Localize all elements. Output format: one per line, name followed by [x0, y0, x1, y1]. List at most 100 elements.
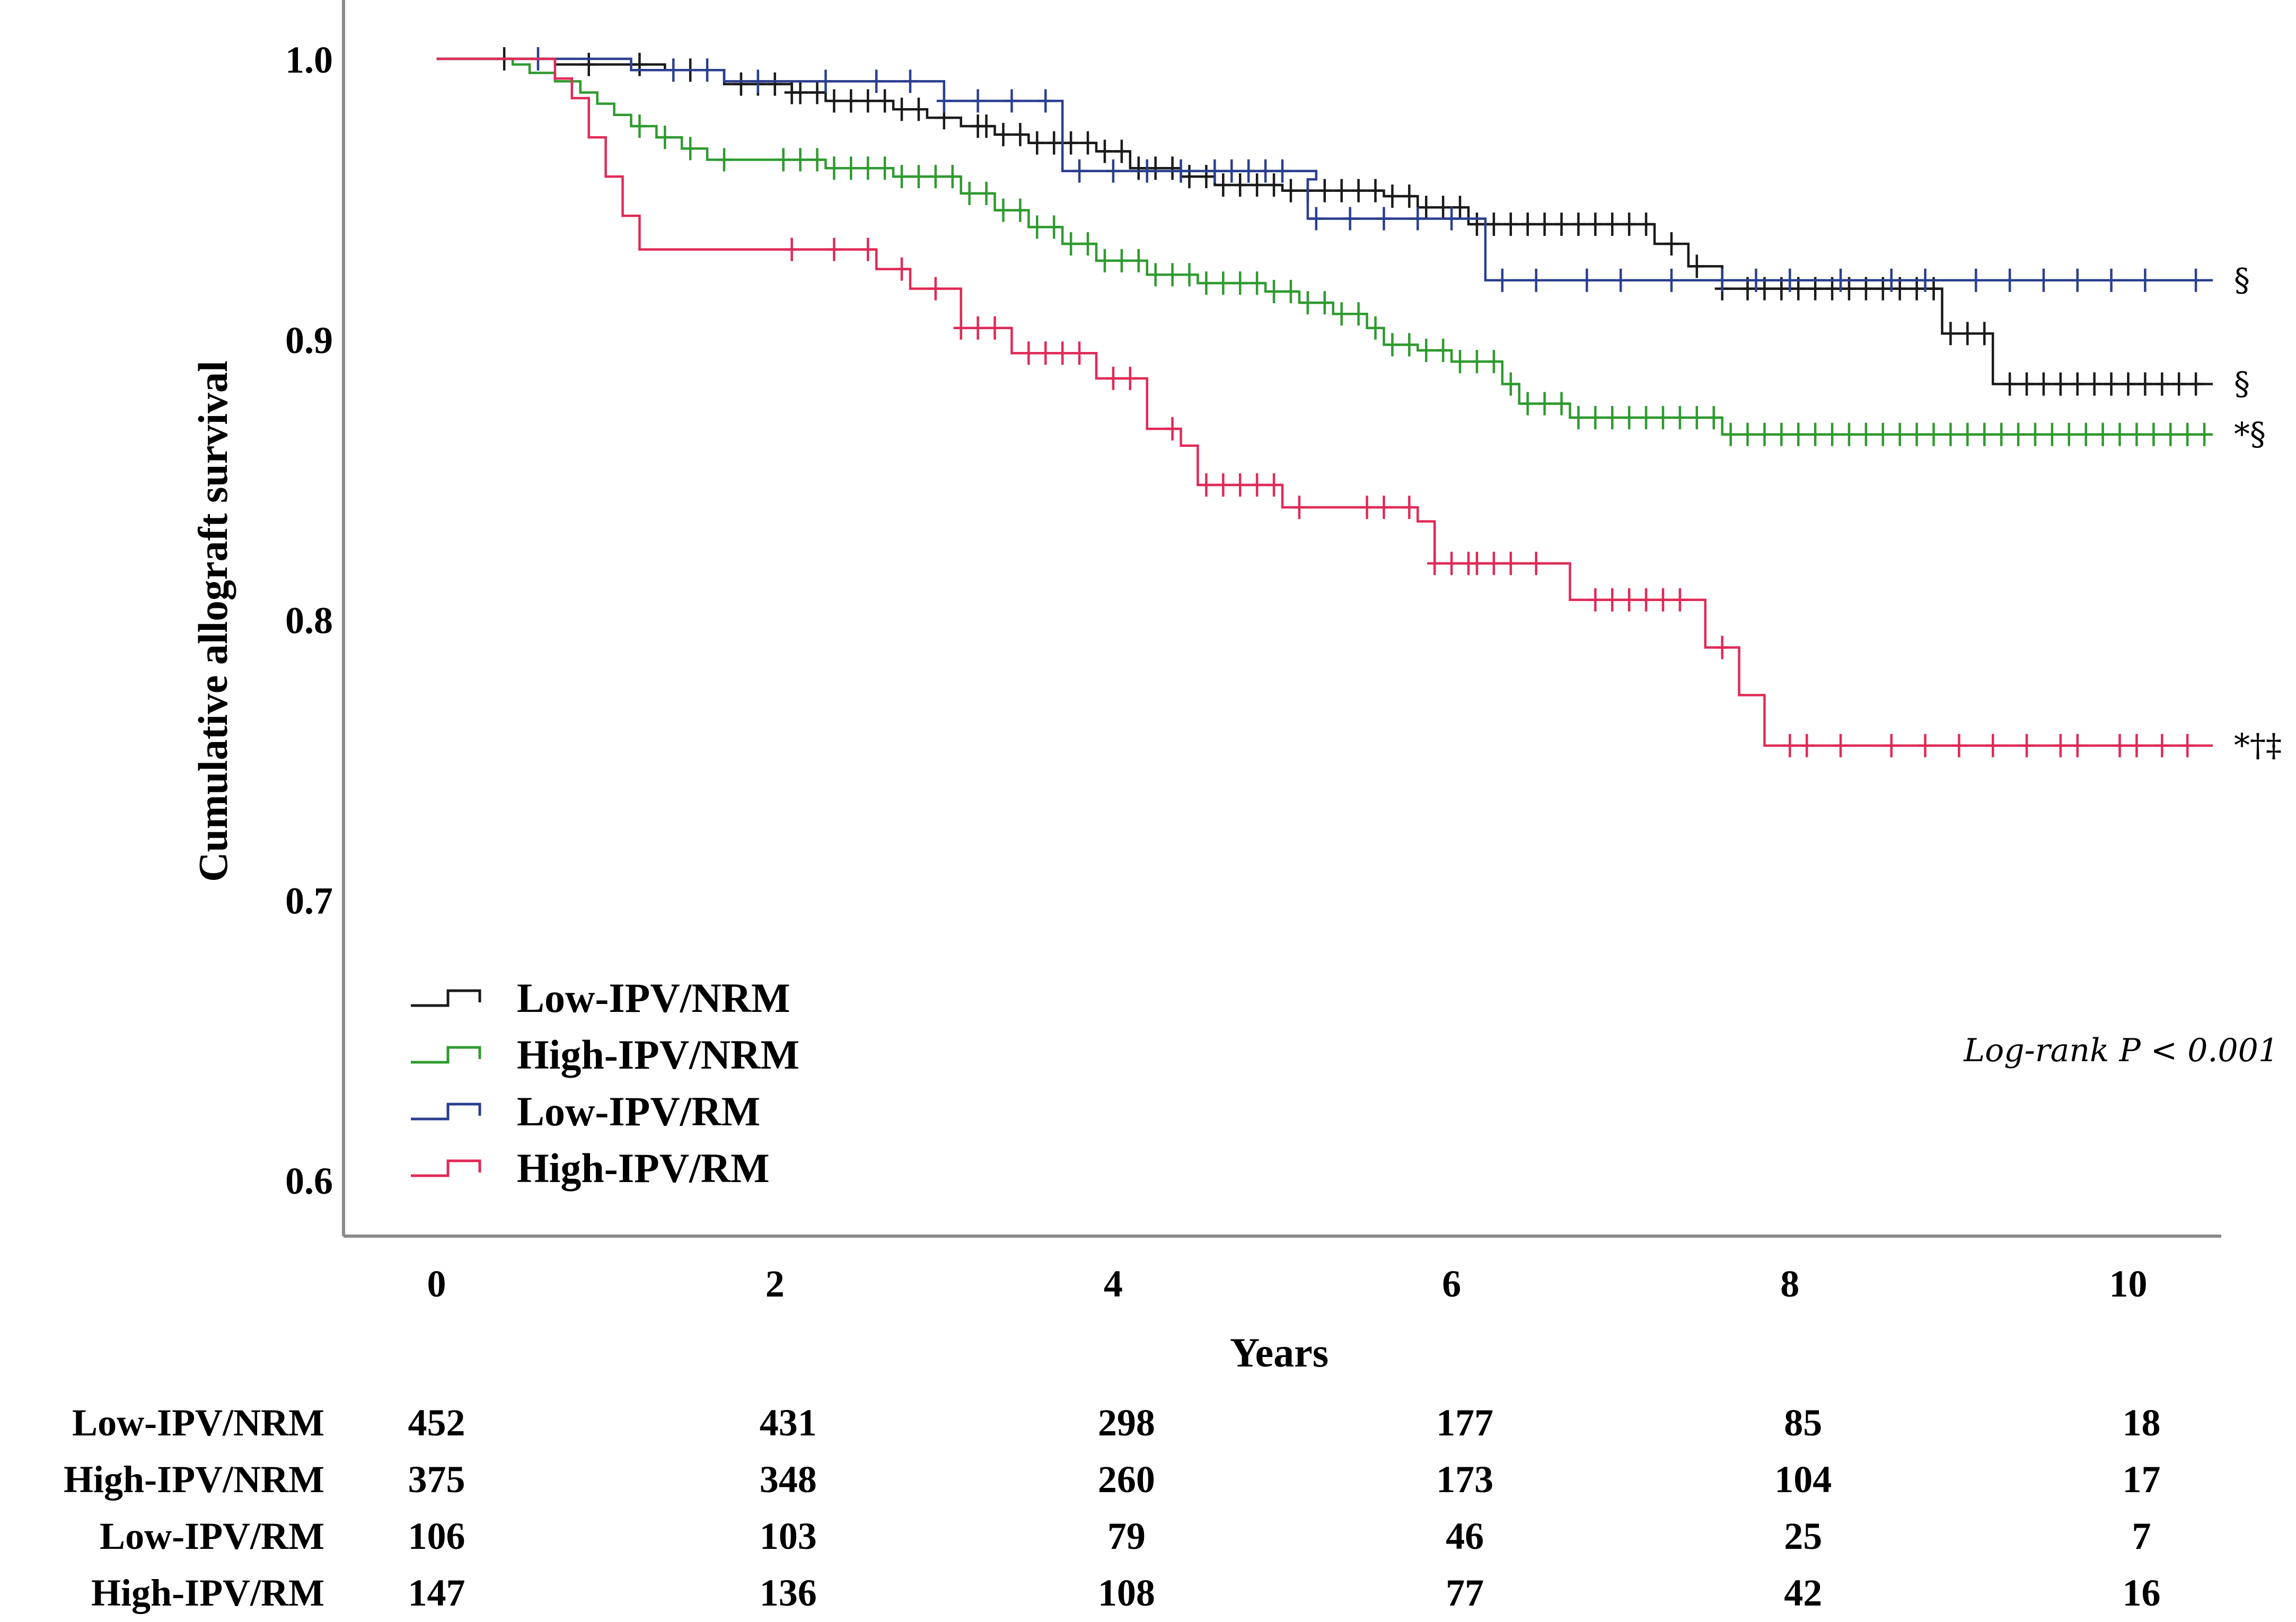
censor-mark: [2070, 372, 2085, 396]
censor-mark: [1689, 406, 1704, 429]
x-tick-label: 4: [1104, 1263, 1123, 1305]
survival-curve: [436, 57, 2213, 747]
censor-mark: [1436, 338, 1451, 362]
censor-mark: [1757, 422, 1772, 446]
censor-mark: [2137, 372, 2153, 396]
censor-mark: [1622, 406, 1637, 429]
y-tick-label: 0.9: [285, 319, 333, 362]
censor-mark: [1300, 291, 1315, 315]
censor-mark: [1892, 422, 1907, 446]
censor-mark: [1740, 422, 1755, 446]
risk-count: 85: [1784, 1401, 1822, 1444]
censor-mark: [1063, 131, 1079, 155]
censor-mark: [1097, 249, 1112, 272]
risk-count: 260: [1098, 1458, 1155, 1501]
risk-count: 452: [408, 1401, 465, 1444]
censor-mark: [936, 89, 952, 113]
series-low-ipv-nrm: §: [436, 47, 2250, 402]
censor-mark: [1943, 422, 1958, 446]
censor-mark: [1453, 196, 1468, 219]
censor-mark: [1444, 551, 1459, 575]
censor-mark: [1165, 263, 1180, 287]
censor-mark: [979, 181, 994, 205]
censor-mark: [1199, 473, 1214, 497]
censor-mark: [1960, 422, 1975, 446]
censor-mark: [1469, 213, 1484, 236]
risk-row-label: Low-IPV/RM: [100, 1515, 324, 1557]
censor-mark: [1520, 392, 1535, 416]
censor-mark: [1376, 496, 1392, 519]
censor-mark: [1503, 551, 1518, 575]
censor-mark: [1351, 302, 1366, 326]
censor-mark: [970, 89, 986, 113]
risk-count: 108: [1098, 1572, 1155, 1614]
censor-mark: [1275, 159, 1290, 183]
censor-mark: [1791, 422, 1806, 446]
risk-count: 77: [1446, 1572, 1484, 1614]
censor-mark: [962, 181, 977, 205]
censor-mark: [2027, 422, 2043, 446]
censor-mark: [1207, 159, 1222, 183]
censor-mark: [1808, 422, 1823, 446]
censor-mark: [1266, 173, 1282, 197]
risk-count: 25: [1784, 1515, 1822, 1557]
censor-mark: [810, 81, 825, 104]
censor-mark: [1537, 213, 1552, 236]
censor-mark: [1977, 422, 1992, 446]
censor-mark: [1833, 734, 1849, 757]
censor-mark: [2129, 422, 2144, 446]
series-high-ipv-rm: *†‡: [436, 57, 2282, 764]
censor-mark: [1672, 406, 1687, 429]
censor-mark: [1537, 392, 1552, 416]
censor-mark: [1182, 165, 1197, 189]
censor-mark: [1926, 422, 1941, 446]
censor-mark: [1639, 406, 1654, 429]
censor-mark: [1977, 322, 1992, 346]
censor-mark: [1639, 588, 1654, 612]
censor-mark: [1528, 268, 1544, 292]
series-layer: § *§ § *†‡: [436, 47, 2282, 764]
censor-mark: [2053, 734, 2068, 757]
censor-mark: [2070, 268, 2085, 292]
censor-mark: [1571, 406, 1586, 429]
risk-count: 46: [1446, 1515, 1484, 1557]
censor-mark: [1224, 159, 1239, 183]
censor-mark: [1233, 173, 1248, 197]
censor-mark: [793, 81, 808, 104]
censor-mark: [1799, 734, 1815, 757]
censor-mark: [1055, 341, 1070, 365]
risk-count: 177: [1436, 1401, 1493, 1444]
x-tick-labels: 0 2 4 6 8 10: [427, 1263, 2148, 1305]
censor-mark: [911, 98, 926, 121]
censor-mark: [1013, 198, 1028, 222]
censor-mark: [1291, 496, 1307, 519]
censor-mark: [1655, 406, 1670, 429]
censor-mark: [683, 137, 698, 161]
censor-mark: [2188, 268, 2204, 292]
legend-label: Low-IPV/RM: [517, 1088, 760, 1134]
censor-mark: [1605, 588, 1620, 612]
censor-mark: [928, 277, 943, 301]
censor-mark: [1706, 406, 1721, 429]
censor-mark: [1960, 322, 1975, 346]
risk-count: 173: [1436, 1458, 1493, 1501]
risk-count: 375: [408, 1458, 465, 1501]
censor-mark: [877, 156, 893, 180]
censor-mark: [1884, 268, 1899, 292]
censor-mark: [2095, 422, 2110, 446]
censor-mark: [1250, 271, 1265, 295]
significance-mark: *§: [2234, 416, 2266, 453]
legend-swatch: [411, 1046, 481, 1064]
censor-mark: [860, 89, 876, 113]
significance-mark: *†‡: [2234, 727, 2282, 764]
risk-count: 42: [1784, 1572, 1822, 1614]
risk-count: 16: [2122, 1572, 2160, 1614]
censor-mark: [1554, 213, 1569, 236]
censor-mark: [1241, 159, 1256, 183]
censor-mark: [987, 316, 1002, 340]
censor-mark: [1368, 179, 1383, 202]
censor-mark: [1283, 279, 1298, 303]
censor-mark: [1199, 271, 1214, 295]
legend-swatch: [411, 1103, 481, 1121]
